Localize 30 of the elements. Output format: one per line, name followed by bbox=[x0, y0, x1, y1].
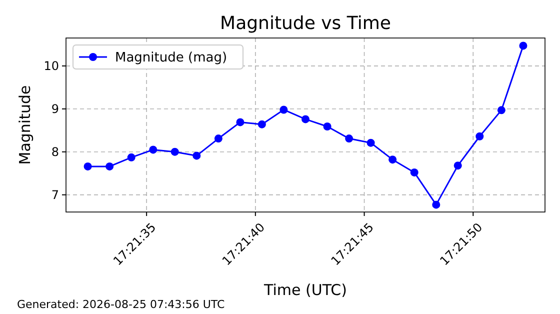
point bbox=[366, 138, 375, 147]
point bbox=[170, 148, 179, 156]
point bbox=[432, 200, 440, 209]
point bbox=[149, 146, 158, 154]
point bbox=[258, 120, 266, 128]
text: Generated: 2026-08-25 07:43:56 UTC bbox=[17, 298, 226, 311]
y-tick-label: 10 bbox=[44, 59, 59, 74]
y-axis-title: Magnitude bbox=[16, 85, 34, 165]
point bbox=[476, 132, 484, 140]
point bbox=[410, 168, 418, 176]
point bbox=[323, 122, 332, 131]
point bbox=[214, 134, 222, 143]
point bbox=[127, 153, 136, 162]
y-tick-label: 8 bbox=[51, 145, 59, 160]
point bbox=[84, 162, 92, 170]
legend-label: Magnitude (mag) bbox=[115, 50, 228, 66]
point bbox=[302, 115, 310, 124]
point bbox=[236, 118, 244, 126]
point bbox=[454, 162, 462, 170]
point bbox=[192, 152, 201, 160]
point bbox=[106, 162, 114, 170]
point bbox=[497, 106, 506, 114]
point bbox=[388, 156, 397, 164]
chart-title: Magnitude vs Time bbox=[220, 13, 391, 34]
point bbox=[519, 42, 528, 50]
y-tick-label: 9 bbox=[51, 102, 59, 116]
point bbox=[280, 106, 288, 114]
point bbox=[345, 134, 354, 143]
x-axis-title: Time (UTC) bbox=[263, 281, 347, 299]
y-tick-label: 7 bbox=[51, 188, 59, 202]
